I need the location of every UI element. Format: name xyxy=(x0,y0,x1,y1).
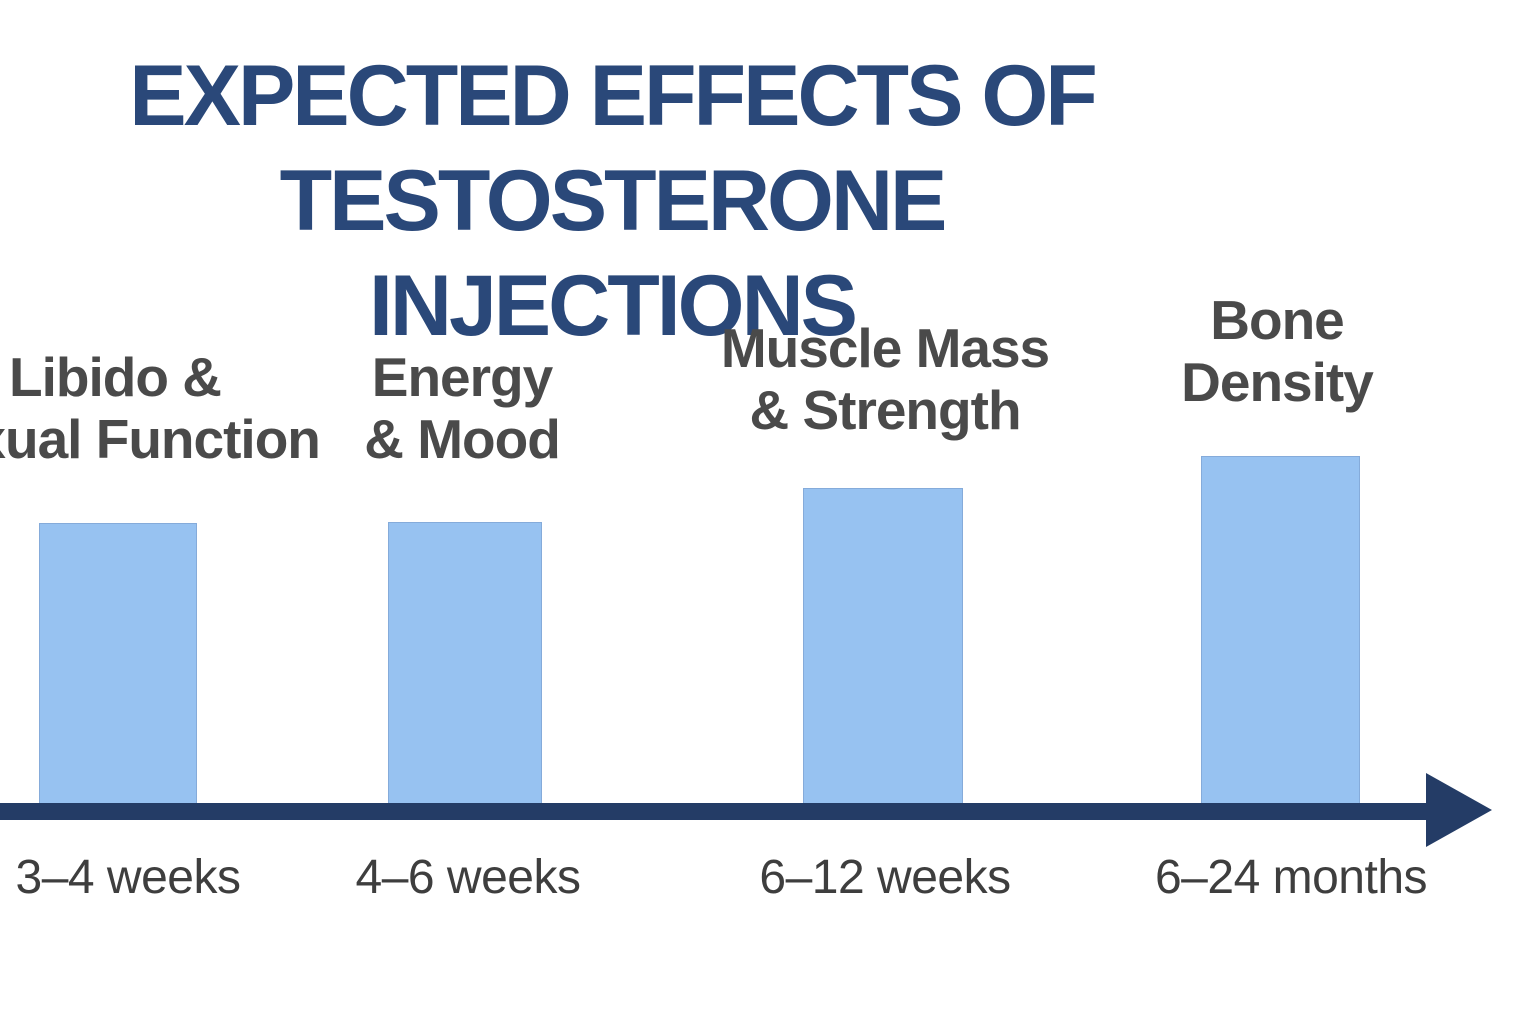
bar-bone-density xyxy=(1201,456,1360,807)
category-label-libido-sexual-function: Libido & Sexual Function xyxy=(0,346,415,470)
category-label-line: Density xyxy=(1181,350,1374,413)
bar-muscle-mass-strength xyxy=(803,488,963,807)
right-arrowhead-icon xyxy=(1426,773,1492,847)
category-label-energy-mood: Energy & Mood xyxy=(162,346,762,470)
chart-title-line1: EXPECTED EFFECTS OF xyxy=(129,48,1098,144)
time-label-6-24-months: 6–24 months xyxy=(1154,851,1428,904)
category-label-line: Sexual Function xyxy=(0,407,321,470)
category-label-muscle-mass-strength: Muscle Mass & Strength xyxy=(585,317,1185,441)
time-label-3-4-weeks: 3–4 weeks xyxy=(15,851,241,904)
category-label-line: Energy xyxy=(371,346,553,408)
bar-libido-sexual-function xyxy=(39,523,197,807)
category-label-line: & Mood xyxy=(364,407,561,470)
bar-energy-mood xyxy=(388,522,542,807)
category-label-line: & Strength xyxy=(749,378,1021,441)
category-label-line: Muscle Mass xyxy=(720,317,1050,379)
category-label-line: Bone xyxy=(1210,289,1345,351)
chart-title: EXPECTED EFFECTS OF TESTOSTERONE INJECTI… xyxy=(52,44,1172,359)
chart-title-line2: TESTOSTERONE INJECTIONS xyxy=(279,152,948,354)
category-label-line: Libido & xyxy=(9,346,222,408)
category-label-bone-density: Bone Density xyxy=(977,289,1536,413)
time-label-4-6-weeks: 4–6 weeks xyxy=(355,851,581,904)
timeline-axis xyxy=(0,803,1442,820)
time-label-6-12-weeks: 6–12 weeks xyxy=(759,851,1011,904)
